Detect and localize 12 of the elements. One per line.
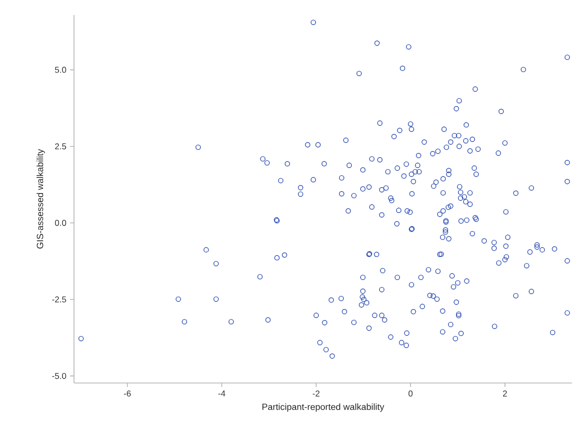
x-tick-label: -2 xyxy=(312,390,320,396)
y-tick-label: -2.5 xyxy=(52,296,66,302)
x-tick-label: 2 xyxy=(503,390,507,396)
y-tick-label: 2.5 xyxy=(55,143,66,150)
y-tick-label: -5.0 xyxy=(52,372,66,379)
x-tick-label: 0 xyxy=(408,390,413,397)
x-axis-title: Participant-reported walkability xyxy=(262,403,384,412)
y-tick-label: 5.0 xyxy=(55,66,66,73)
y-tick-label: 0.0 xyxy=(54,220,66,226)
y-axis-title: GIS-assessed walkability xyxy=(36,149,45,249)
x-tick-label: -6 xyxy=(124,390,131,397)
x-tick-label: -4 xyxy=(218,390,226,396)
